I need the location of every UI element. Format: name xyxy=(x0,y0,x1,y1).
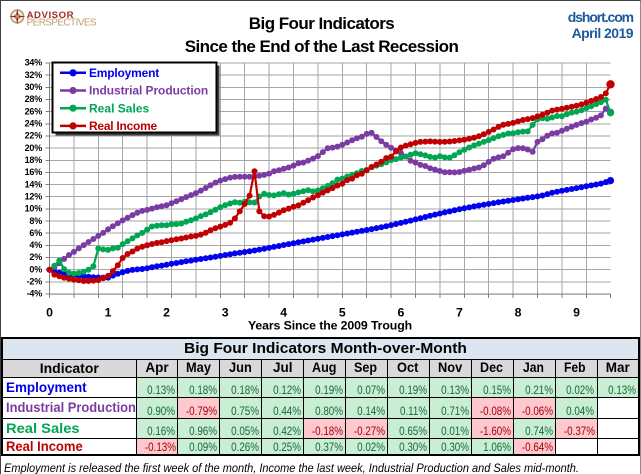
svg-text:34%: 34% xyxy=(25,58,43,68)
svg-text:8%: 8% xyxy=(29,216,42,226)
svg-text:9: 9 xyxy=(573,306,580,320)
svg-text:12%: 12% xyxy=(25,191,43,201)
svg-text:10%: 10% xyxy=(25,204,43,214)
svg-text:7: 7 xyxy=(456,306,463,320)
svg-text:22%: 22% xyxy=(25,131,43,141)
svg-text:2: 2 xyxy=(163,306,170,320)
svg-text:6%: 6% xyxy=(29,228,42,238)
svg-text:4: 4 xyxy=(280,306,287,320)
svg-text:14%: 14% xyxy=(25,179,43,189)
svg-text:4%: 4% xyxy=(29,240,42,250)
svg-text:Years Since the 2009 Trough: Years Since the 2009 Trough xyxy=(248,319,412,333)
svg-text:26%: 26% xyxy=(25,106,43,116)
svg-text:30%: 30% xyxy=(25,82,43,92)
svg-text:-2%: -2% xyxy=(27,277,43,287)
svg-text:5: 5 xyxy=(339,306,346,320)
svg-text:0: 0 xyxy=(46,306,53,320)
svg-text:Real Income: Real Income xyxy=(89,119,158,133)
svg-text:ADVISOR: ADVISOR xyxy=(27,10,74,21)
svg-text:0%: 0% xyxy=(29,264,42,274)
svg-text:PERSPECTIVES: PERSPECTIVES xyxy=(27,17,97,28)
svg-text:Industrial Production: Industrial Production xyxy=(89,84,208,98)
svg-text:20%: 20% xyxy=(25,143,43,153)
svg-text:24%: 24% xyxy=(25,119,43,129)
svg-text:Real Sales: Real Sales xyxy=(89,101,150,115)
svg-text:2%: 2% xyxy=(29,252,42,262)
svg-text:28%: 28% xyxy=(25,94,43,104)
svg-text:8: 8 xyxy=(515,306,522,320)
svg-text:6: 6 xyxy=(397,306,404,320)
svg-text:1: 1 xyxy=(105,306,112,320)
svg-text:18%: 18% xyxy=(25,155,43,165)
svg-text:32%: 32% xyxy=(25,70,43,80)
svg-text:-4%: -4% xyxy=(27,289,43,299)
svg-text:Employment: Employment xyxy=(89,66,159,80)
svg-text:16%: 16% xyxy=(25,167,43,177)
svg-text:3: 3 xyxy=(222,306,229,320)
